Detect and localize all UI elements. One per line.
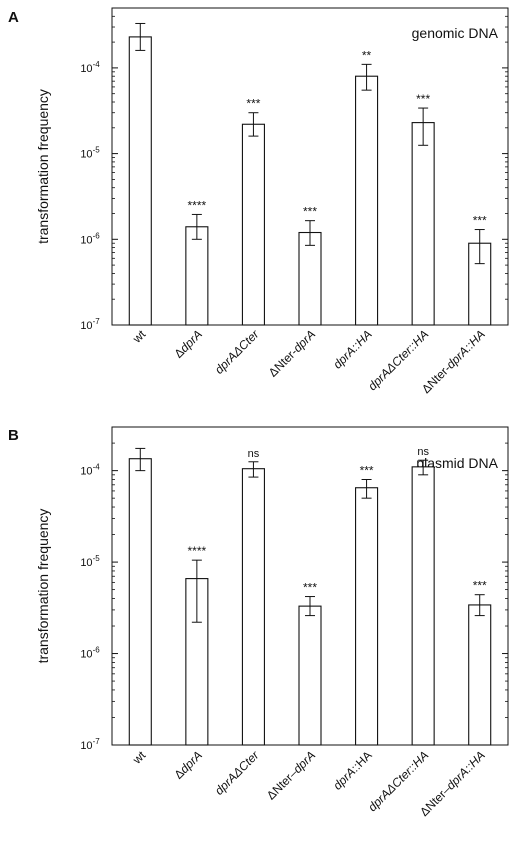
bar: [298, 605, 322, 746]
significance-label: ****: [188, 544, 207, 558]
bar: [411, 122, 435, 326]
y-tick-label: 10-7: [80, 737, 100, 752]
category-label: ΔdprA: [171, 327, 204, 360]
category-label: wt: [129, 327, 149, 347]
y-tick-label: 10-5: [80, 554, 100, 569]
category-label: dprAΔCter: [212, 748, 262, 798]
category-label: ΔNter–dprA: [264, 748, 318, 802]
significance-label: **: [362, 48, 372, 62]
significance-label: ***: [473, 579, 487, 593]
category-label: ΔNter-dprA: [266, 327, 318, 379]
panel-label: B: [8, 427, 19, 444]
bar: [411, 466, 435, 746]
bar: [128, 458, 152, 746]
bar: [241, 123, 265, 326]
panel-label: A: [8, 9, 19, 26]
annotation-label: genomic DNA: [412, 25, 499, 41]
y-tick-label: 10-7: [80, 317, 100, 332]
bar: [128, 36, 152, 326]
category-label: dprA::HA: [330, 748, 374, 792]
category-label: dprAΔCter: [212, 327, 262, 377]
category-label: wt: [129, 748, 149, 768]
significance-label: ***: [246, 97, 260, 111]
significance-label: ns: [248, 448, 260, 460]
y-axis-label: transformation frequency: [35, 89, 51, 244]
bar: [468, 604, 492, 746]
y-tick-label: 10-4: [80, 463, 100, 478]
significance-label: ***: [360, 463, 374, 477]
annotation-label: plasmid DNA: [416, 455, 498, 471]
significance-label: ***: [473, 214, 487, 228]
bar: [298, 231, 322, 326]
category-label: dprA::HA: [330, 327, 374, 371]
significance-label: ***: [416, 92, 430, 106]
y-tick-label: 10-6: [80, 646, 100, 661]
bar: [355, 487, 379, 746]
bar: [185, 226, 209, 326]
y-tick-label: 10-6: [80, 231, 100, 246]
significance-label: ***: [303, 205, 317, 219]
category-label: ΔdprA: [171, 748, 204, 781]
bar: [241, 468, 265, 746]
significance-label: ns: [417, 446, 429, 458]
y-tick-label: 10-4: [80, 60, 100, 75]
bar: [355, 75, 379, 326]
significance-label: ****: [188, 198, 207, 212]
significance-label: ***: [303, 581, 317, 595]
y-tick-label: 10-5: [80, 146, 100, 161]
y-axis-label: transformation frequency: [35, 509, 51, 664]
